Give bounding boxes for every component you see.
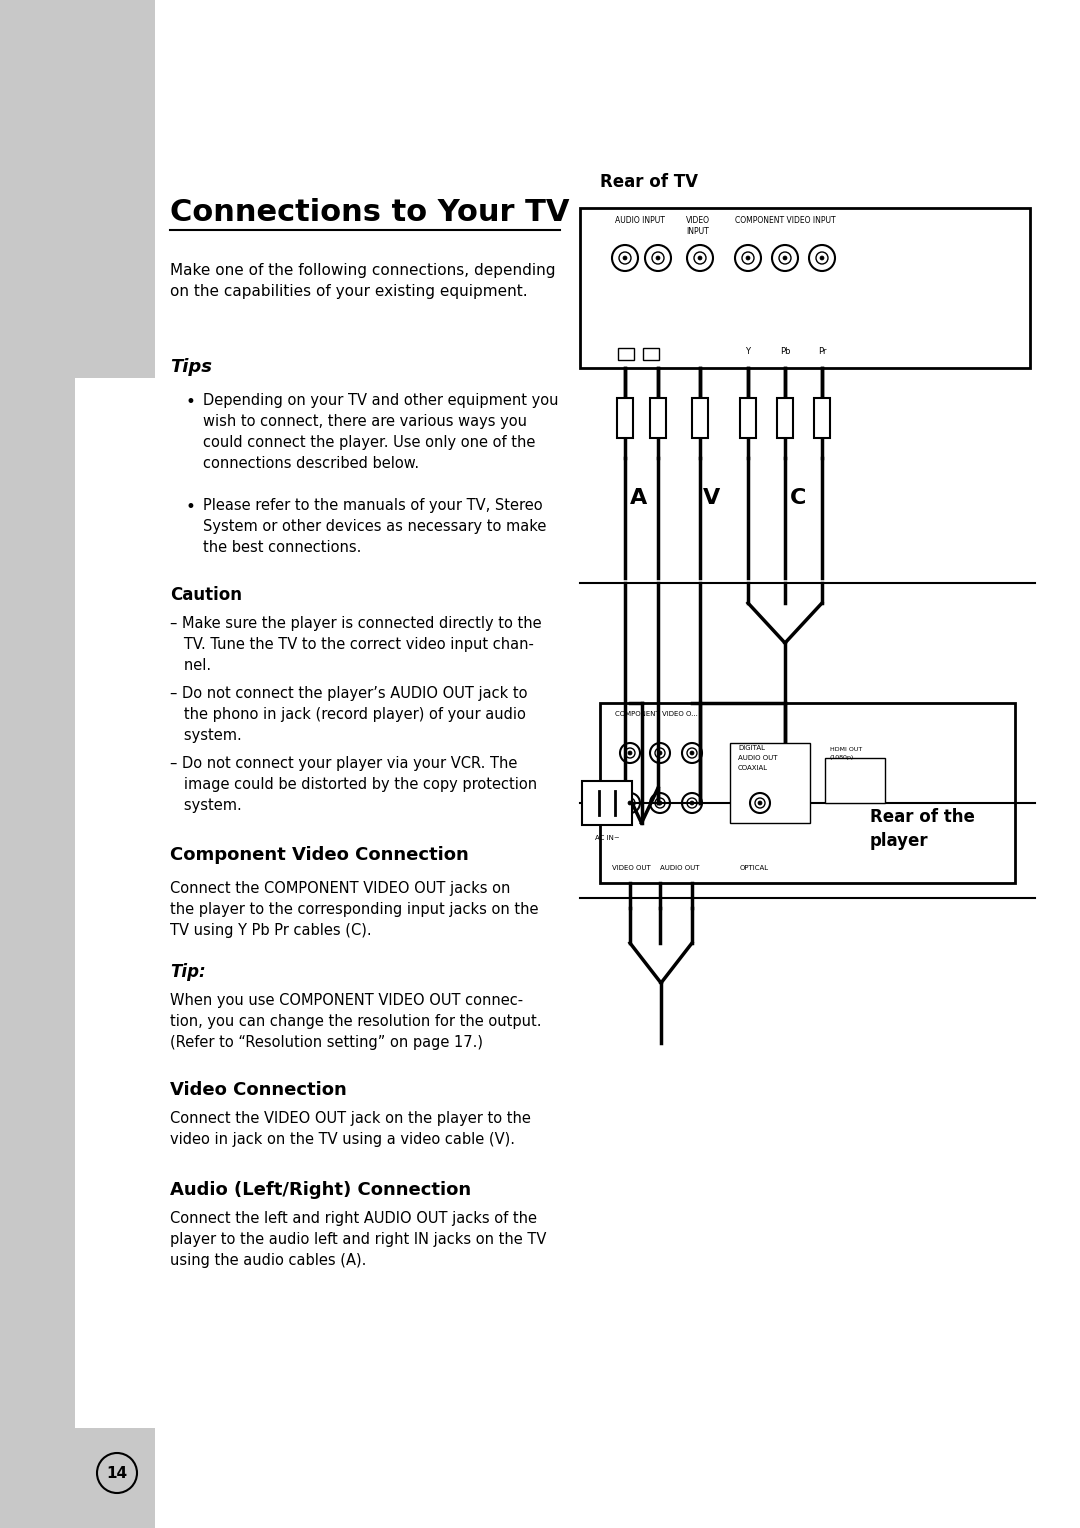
Text: •: • bbox=[185, 498, 194, 516]
Bar bbox=[730, 743, 810, 824]
Circle shape bbox=[758, 801, 762, 805]
Polygon shape bbox=[0, 0, 156, 278]
Bar bbox=[650, 397, 666, 439]
Bar bbox=[825, 758, 885, 804]
Text: Tips: Tips bbox=[170, 358, 212, 376]
Circle shape bbox=[658, 801, 662, 805]
Text: Pb: Pb bbox=[780, 347, 791, 356]
Text: Component Video Connection: Component Video Connection bbox=[170, 847, 469, 863]
Text: •: • bbox=[185, 393, 194, 411]
Circle shape bbox=[820, 257, 824, 260]
Text: AUDIO OUT: AUDIO OUT bbox=[660, 865, 700, 871]
Text: OPTICAL: OPTICAL bbox=[740, 865, 769, 871]
Bar bbox=[618, 348, 634, 361]
Text: AC IN~: AC IN~ bbox=[595, 834, 619, 840]
Text: VIDEO
INPUT: VIDEO INPUT bbox=[686, 215, 710, 237]
Text: Pr: Pr bbox=[818, 347, 826, 356]
Text: Connections to Your TV: Connections to Your TV bbox=[170, 199, 569, 228]
Text: Connect the VIDEO OUT jack on the player to the
video in jack on the TV using a : Connect the VIDEO OUT jack on the player… bbox=[170, 1111, 531, 1148]
Text: – Do not connect your player via your VCR. The
   image could be distorted by th: – Do not connect your player via your VC… bbox=[170, 756, 537, 813]
Circle shape bbox=[658, 750, 662, 755]
Bar bbox=[692, 397, 708, 439]
Bar bbox=[740, 397, 756, 439]
Circle shape bbox=[656, 257, 660, 260]
Text: DIGITAL: DIGITAL bbox=[738, 746, 765, 750]
Text: Connect the COMPONENT VIDEO OUT jacks on
the player to the corresponding input j: Connect the COMPONENT VIDEO OUT jacks on… bbox=[170, 882, 539, 938]
Text: COMPONENT VIDEO O...: COMPONENT VIDEO O... bbox=[615, 711, 698, 717]
Text: Make one of the following connections, depending
on the capabilities of your exi: Make one of the following connections, d… bbox=[170, 263, 555, 299]
Text: (1080p): (1080p) bbox=[831, 755, 854, 759]
Circle shape bbox=[783, 257, 787, 260]
Circle shape bbox=[627, 750, 632, 755]
Circle shape bbox=[746, 257, 750, 260]
Text: Y: Y bbox=[745, 347, 751, 356]
Text: COAXIAL: COAXIAL bbox=[738, 766, 768, 772]
Text: Rear of the
player: Rear of the player bbox=[870, 808, 975, 850]
Text: When you use COMPONENT VIDEO OUT connec-
tion, you can change the resolution for: When you use COMPONENT VIDEO OUT connec-… bbox=[170, 993, 541, 1050]
Bar bbox=[643, 348, 659, 361]
Text: VIDEO OUT: VIDEO OUT bbox=[612, 865, 651, 871]
Text: C: C bbox=[789, 487, 807, 507]
Bar bbox=[582, 781, 632, 825]
Bar bbox=[814, 397, 831, 439]
Text: HDMI OUT: HDMI OUT bbox=[831, 747, 862, 752]
Text: Video Connection: Video Connection bbox=[170, 1080, 347, 1099]
Text: V: V bbox=[703, 487, 720, 507]
Circle shape bbox=[690, 750, 694, 755]
Polygon shape bbox=[0, 278, 156, 1429]
Text: Rear of TV: Rear of TV bbox=[600, 173, 698, 191]
Circle shape bbox=[698, 257, 702, 260]
Text: Depending on your TV and other equipment you
wish to connect, there are various : Depending on your TV and other equipment… bbox=[203, 393, 558, 471]
Text: Audio (Left/Right) Connection: Audio (Left/Right) Connection bbox=[170, 1181, 471, 1199]
Circle shape bbox=[690, 801, 694, 805]
Bar bbox=[777, 397, 793, 439]
Circle shape bbox=[623, 257, 627, 260]
Polygon shape bbox=[0, 1429, 156, 1528]
Bar bbox=[580, 208, 1030, 368]
Text: AUDIO INPUT: AUDIO INPUT bbox=[615, 215, 665, 225]
Text: Caution: Caution bbox=[170, 587, 242, 604]
Text: Tip:: Tip: bbox=[170, 963, 205, 981]
Bar bbox=[617, 397, 633, 439]
Circle shape bbox=[627, 801, 632, 805]
Text: A: A bbox=[630, 487, 647, 507]
Text: 14: 14 bbox=[107, 1465, 127, 1481]
Text: – Make sure the player is connected directly to the
   TV. Tune the TV to the co: – Make sure the player is connected dire… bbox=[170, 616, 542, 672]
Bar bbox=[600, 703, 1015, 883]
Text: Please refer to the manuals of your TV, Stereo
System or other devices as necess: Please refer to the manuals of your TV, … bbox=[203, 498, 546, 555]
Text: COMPONENT VIDEO INPUT: COMPONENT VIDEO INPUT bbox=[735, 215, 836, 225]
Text: – Do not connect the player’s AUDIO OUT jack to
   the phono in jack (record pla: – Do not connect the player’s AUDIO OUT … bbox=[170, 686, 527, 743]
Text: Connect the left and right AUDIO OUT jacks of the
player to the audio left and r: Connect the left and right AUDIO OUT jac… bbox=[170, 1212, 546, 1268]
Text: AUDIO OUT: AUDIO OUT bbox=[738, 755, 778, 761]
